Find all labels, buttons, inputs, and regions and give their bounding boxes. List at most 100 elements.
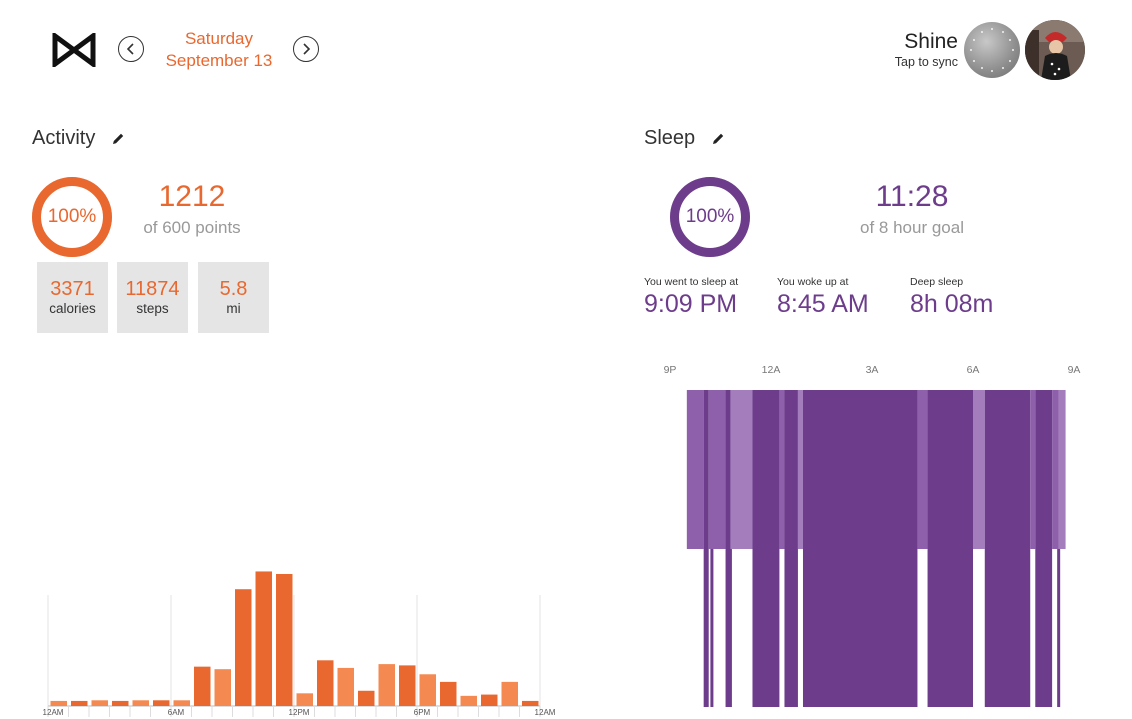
wake-time-label: You woke up at — [777, 276, 849, 288]
activity-bar[interactable] — [481, 694, 498, 706]
activity-bar[interactable] — [50, 700, 68, 706]
device-name: Shine — [904, 30, 958, 53]
user-photo — [1025, 20, 1085, 80]
misfit-logo-icon — [52, 33, 96, 67]
activity-bar[interactable] — [460, 695, 478, 706]
activity-bar[interactable] — [153, 700, 170, 706]
sleep-title: Sleep — [644, 127, 696, 149]
previous-day-button[interactable] — [118, 36, 144, 62]
light-sleep-segment[interactable] — [1058, 390, 1066, 549]
activity-bar[interactable] — [71, 700, 88, 706]
chevron-right-icon — [303, 43, 311, 55]
sleep-spike — [1042, 549, 1046, 707]
activity-bar[interactable] — [501, 681, 519, 706]
activity-bar[interactable] — [399, 665, 416, 706]
wake-time-value: 8:45 AM — [777, 290, 869, 318]
x-tick-label: 9P — [664, 364, 677, 376]
light-sleep-segment[interactable] — [730, 390, 753, 549]
sleep-spike — [1057, 549, 1061, 707]
device-led — [1009, 38, 1012, 41]
activity-bar[interactable] — [173, 700, 191, 706]
activity-section-title: Activity — [32, 127, 125, 150]
device-led — [991, 70, 993, 72]
device-led — [1001, 67, 1004, 70]
light-sleep-segment[interactable] — [1030, 390, 1036, 549]
sleep-chart[interactable]: 9P 12A 3A 6A 9A — [640, 355, 1110, 719]
restful-sleep-segment[interactable] — [725, 390, 731, 707]
activity-goal: of 600 points — [143, 218, 241, 237]
sleep-start-stat: You went to sleep at 9:09 PM — [644, 276, 738, 319]
light-sleep-segment[interactable] — [686, 390, 704, 549]
x-tick-label: 12AM — [43, 708, 64, 717]
next-day-button[interactable] — [293, 36, 319, 62]
steps-label: steps — [136, 301, 169, 316]
device-led — [980, 30, 983, 33]
calories-label: calories — [49, 301, 96, 316]
x-tick-label: 9A — [1068, 364, 1081, 376]
light-sleep-segment[interactable] — [917, 390, 928, 549]
edit-activity-icon[interactable] — [111, 132, 125, 146]
activity-progress-label: 100% — [47, 206, 97, 227]
device-led — [972, 59, 975, 62]
device-led — [970, 49, 972, 51]
activity-bar[interactable] — [358, 690, 375, 706]
activity-bar[interactable] — [255, 571, 273, 706]
restful-sleep-segment[interactable] — [784, 390, 798, 707]
activity-bar[interactable] — [91, 700, 109, 706]
restful-sleep-segment[interactable] — [703, 390, 709, 707]
activity-bar[interactable] — [296, 693, 314, 706]
x-tick-label: 12PM — [289, 708, 310, 717]
activity-title: Activity — [32, 127, 96, 149]
wake-time-stat: You woke up at 8:45 AM — [777, 276, 869, 319]
deep-sleep-stat: Deep sleep 8h 08m — [910, 276, 993, 319]
calories-value: 3371 — [50, 278, 95, 300]
activity-bar[interactable] — [194, 666, 211, 706]
x-tick-label: 12AM — [535, 708, 556, 717]
activity-progress-ring: 100% — [31, 176, 113, 258]
activity-bar[interactable] — [276, 573, 293, 706]
x-tick-label: 6AM — [168, 708, 185, 717]
activity-bar[interactable] — [419, 674, 437, 706]
activity-bar[interactable] — [235, 589, 252, 706]
activity-bar[interactable] — [214, 669, 232, 706]
device-led — [1012, 49, 1014, 51]
x-tick-label: 6A — [967, 364, 980, 376]
activity-bar[interactable] — [112, 700, 129, 706]
sleep-start-value: 9:09 PM — [644, 290, 738, 318]
restful-sleep-segment[interactable] — [984, 390, 1031, 707]
restful-sleep-segment[interactable] — [927, 390, 973, 707]
device-led — [972, 38, 975, 41]
activity-chart[interactable]: 12AM 6AM 12PM 6PM 12AM — [30, 470, 560, 719]
date-weekday: Saturday — [184, 29, 254, 48]
light-sleep-segment[interactable] — [779, 390, 785, 549]
activity-bar[interactable] — [378, 664, 396, 706]
activity-bar[interactable] — [522, 700, 539, 706]
light-sleep-segment[interactable] — [797, 390, 803, 549]
activity-bar[interactable] — [132, 700, 150, 706]
x-tick-label: 12A — [762, 364, 781, 376]
light-sleep-segment[interactable] — [708, 390, 726, 549]
restful-sleep-segment[interactable] — [1035, 390, 1053, 707]
device-led — [1001, 30, 1004, 33]
sleep-spike — [710, 549, 714, 707]
sleep-progress-label: 100% — [685, 206, 735, 227]
date-full: September 13 — [165, 51, 273, 70]
activity-bar[interactable] — [317, 660, 334, 706]
avatar[interactable] — [1025, 20, 1085, 80]
shine-device-icon[interactable] — [964, 22, 1020, 78]
light-sleep-segment[interactable] — [1052, 390, 1059, 549]
x-tick-label: 6PM — [414, 708, 431, 717]
sync-link[interactable]: Tap to sync — [894, 55, 958, 69]
restful-sleep-segment[interactable] — [752, 390, 780, 707]
x-tick-label: 3A — [866, 364, 879, 376]
restful-sleep-segment[interactable] — [802, 390, 918, 707]
current-date: Saturday September 13 — [150, 28, 288, 72]
sleep-start-label: You went to sleep at — [644, 276, 739, 288]
light-sleep-segment[interactable] — [973, 390, 985, 549]
activity-bar[interactable] — [440, 681, 457, 706]
edit-sleep-icon[interactable] — [711, 132, 725, 146]
activity-bar[interactable] — [337, 667, 355, 706]
sleep-duration: 11:28 — [875, 180, 949, 213]
device-info[interactable]: Shine Tap to sync — [895, 30, 958, 70]
sleep-section-title: Sleep — [644, 127, 725, 150]
